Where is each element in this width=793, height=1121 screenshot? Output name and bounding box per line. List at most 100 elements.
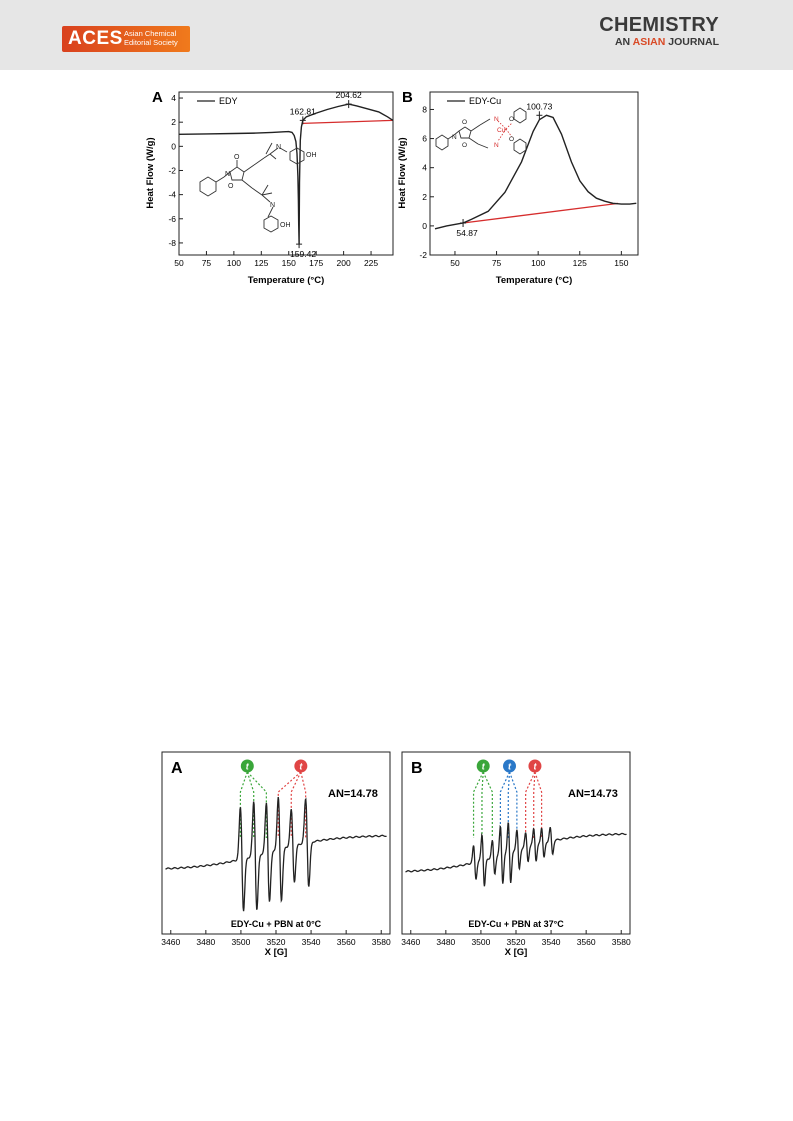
- atom-label: N: [494, 116, 499, 123]
- x-tick-label: 3580: [612, 937, 631, 947]
- plot-frame-b: [429, 91, 639, 256]
- y-tick-label: 8: [422, 104, 427, 114]
- aces-logo[interactable]: ACES Asian Chemical Editorial Society: [62, 26, 190, 52]
- x-tick-label: 100: [531, 258, 545, 268]
- peak-guide-line: [508, 771, 518, 838]
- panel-label-epr-b: B: [411, 760, 423, 777]
- x-axis-label-epr-b: X [G]: [505, 947, 528, 958]
- x-tick-label: 175: [309, 258, 323, 268]
- x-tick-label: 3520: [507, 937, 526, 947]
- x-tick-label: 3560: [577, 937, 596, 947]
- peak-guide-line: [499, 771, 511, 838]
- y-tick-label: -2: [419, 250, 427, 260]
- peak-guide-line: [507, 771, 511, 838]
- x-tick-label: 3480: [196, 937, 215, 947]
- radical-badge: [476, 759, 490, 773]
- atom-label: O: [228, 183, 234, 190]
- radical-badge: [503, 759, 517, 773]
- x-tick-label: 3540: [542, 937, 561, 947]
- plot-frame-a: [178, 91, 394, 256]
- atom-label: O: [234, 154, 240, 161]
- y-tick-label: 2: [171, 117, 176, 127]
- atom-label: O: [462, 119, 467, 126]
- peak-guides-a: [239, 771, 307, 838]
- radical-badge: [294, 759, 308, 773]
- annotations-b: 100.73 54.87: [456, 101, 552, 238]
- peak-label: 100.73: [526, 101, 552, 111]
- panel-label-b: B: [402, 89, 413, 106]
- atom-label: O: [509, 116, 514, 123]
- x-axis-label-epr-a: X [G]: [265, 947, 288, 958]
- x-tick-label: 3500: [231, 937, 250, 947]
- atom-label: N: [452, 134, 457, 141]
- radical-badge-symbol: t: [299, 762, 303, 772]
- spectrum-caption-a: EDY-Cu + PBN at 0°C: [231, 919, 322, 929]
- epr-panel-b: B 3460 3480 3500 3520 3540 3560 3580 t t t AN=14…: [401, 751, 631, 958]
- y-tick-label: 2: [422, 192, 427, 202]
- radical-badge-symbol: t: [246, 762, 250, 772]
- radical-badge: [240, 759, 254, 773]
- edy-cu-chelate: [497, 120, 513, 142]
- panel-label-a: A: [152, 89, 163, 106]
- legend-label-edy: EDY: [219, 96, 238, 106]
- peak-guide-line: [290, 771, 302, 838]
- aces-logo-subtitle-line1: Asian Chemical: [124, 29, 177, 38]
- x-tick-label: 75: [492, 258, 502, 268]
- baseline-curve-a: [302, 119, 394, 125]
- dsc-panel-b: B 50 75 100 125 150 -2 0 2 4 6 8 EDY-Cu 100.73 54.8…: [397, 89, 639, 286]
- peak-label: 204.62: [336, 90, 362, 100]
- journal-logo[interactable]: CHEMISTRY AN ASIAN JOURNAL: [599, 14, 719, 48]
- x-tick-label: 3520: [267, 937, 286, 947]
- y-tick-label: -2: [168, 165, 176, 175]
- radical-badge-symbol: t: [508, 762, 512, 772]
- y-tick-label: 0: [422, 221, 427, 231]
- peak-guide-line: [481, 771, 484, 838]
- edy-cu-structure: [435, 107, 527, 155]
- journal-subtitle-part1: AN: [614, 36, 633, 48]
- peak-label: 54.87: [456, 228, 478, 238]
- panel-label-epr-a: A: [171, 760, 183, 777]
- peak-guide-line: [239, 771, 248, 838]
- x-tick-label: 225: [364, 258, 378, 268]
- journal-subtitle-asian: ASIAN: [632, 36, 666, 48]
- aces-logo-word: ACES: [68, 28, 123, 49]
- journal-subtitle-part3: JOURNAL: [665, 36, 719, 48]
- peak-guide-line: [277, 771, 302, 838]
- y-axis-label-b: Heat Flow (W/g): [397, 137, 408, 208]
- x-tick-label: 150: [282, 258, 296, 268]
- x-tick-label: 125: [254, 258, 268, 268]
- edy-structure: [199, 142, 305, 233]
- atom-label: OH: [306, 152, 317, 159]
- peak-guide-line: [246, 771, 267, 838]
- annotations-a: 162.81 204.62 159.42: [290, 90, 362, 259]
- atom-label: N: [494, 142, 499, 149]
- edy-cu-structure-labels: O O N N O Cu N O: [452, 116, 514, 149]
- legend-label-edy-cu: EDY-Cu: [469, 96, 501, 106]
- peak-guide-line: [472, 771, 484, 838]
- y-tick-label: 6: [422, 134, 427, 144]
- x-tick-label: 75: [202, 258, 212, 268]
- x-tick-label: 3460: [401, 937, 420, 947]
- x-tick-label: 3540: [302, 937, 321, 947]
- epr-spectrum-a: [165, 796, 387, 912]
- atom-label: Cu: [497, 127, 506, 134]
- atom-label: OH: [280, 222, 291, 229]
- peak-guide-line: [525, 771, 536, 838]
- peak-guide-line: [482, 771, 493, 838]
- journal-header: ACES Asian Chemical Editorial Society CH…: [0, 0, 793, 70]
- aces-logo-subtitle-line2: Editorial Society: [124, 37, 178, 47]
- dsc-curve-edy-cu: [434, 114, 637, 230]
- x-tick-label: 150: [614, 258, 628, 268]
- radical-badge-symbol: t: [482, 762, 486, 772]
- peak-guide-line: [533, 771, 536, 838]
- y-axis-label-a: Heat Flow (W/g): [145, 137, 156, 208]
- atom-label: N: [270, 202, 275, 209]
- y-tick-label: -6: [168, 214, 176, 224]
- axis-ticks-a: 50 75 100 125 150 175 200 225 -8 -6 -4 -2 0 2 4: [168, 93, 378, 268]
- peak-label: 159.42: [290, 249, 316, 259]
- x-tick-label: 3500: [471, 937, 490, 947]
- x-tick-label: 50: [450, 258, 460, 268]
